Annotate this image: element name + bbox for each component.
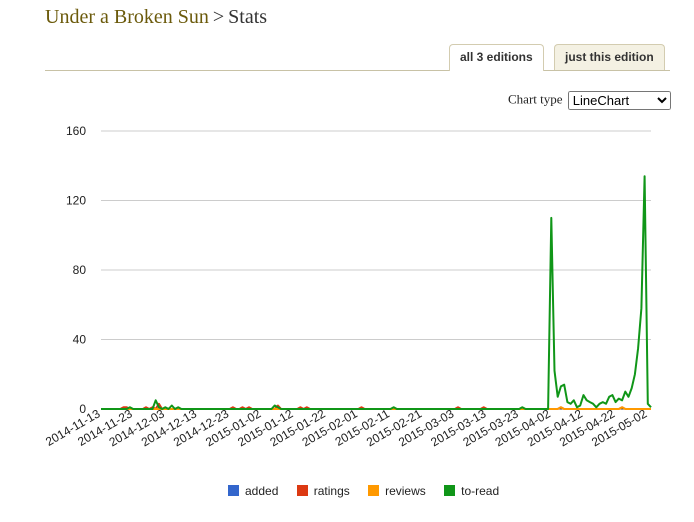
stats-line-chart: 0 40 80 120 160 2014-11-132014-11-232014-12-… xyxy=(43,124,652,449)
chart-series xyxy=(101,175,652,410)
chart-type-control: Chart type LineChart xyxy=(508,91,671,110)
legend-label-reviews: reviews xyxy=(385,484,426,498)
legend-item-to-read[interactable]: to-read xyxy=(444,484,499,498)
y-axis-ticks: 0 40 80 120 160 xyxy=(66,124,86,416)
book-title-link[interactable]: Under a Broken Sun xyxy=(45,6,209,28)
legend-swatch-reviews xyxy=(368,485,380,496)
legend-swatch-added xyxy=(228,485,239,496)
legend-label-to-read: to-read xyxy=(461,484,500,498)
series-line-reviews xyxy=(101,406,651,410)
section-title: Stats xyxy=(228,6,268,28)
tab-this-edition[interactable]: just this edition xyxy=(554,44,665,70)
legend-swatch-ratings xyxy=(296,485,308,496)
tab-all-editions[interactable]: all 3 editions xyxy=(449,44,544,71)
y-tick-label: 40 xyxy=(73,333,87,347)
chart-type-label: Chart type xyxy=(508,91,563,107)
title-separator: > xyxy=(212,6,225,28)
edition-tabs: all 3 editions just this edition xyxy=(45,44,670,71)
legend-swatch-to-read xyxy=(444,485,456,496)
chart-grid xyxy=(101,130,651,410)
y-tick-label: 80 xyxy=(73,263,87,277)
legend-item-added[interactable]: added xyxy=(228,484,278,498)
legend-label-ratings: ratings xyxy=(313,484,350,498)
chart-type-select[interactable]: LineChart xyxy=(567,91,671,110)
y-tick-label: 120 xyxy=(66,194,86,208)
chart-legend: added ratings reviews to-read xyxy=(228,484,514,498)
legend-item-ratings[interactable]: ratings xyxy=(296,484,350,498)
legend-label-added: added xyxy=(245,484,279,498)
y-tick-label: 160 xyxy=(66,124,86,138)
legend-item-reviews[interactable]: reviews xyxy=(368,484,426,498)
y-tick-label: 0 xyxy=(79,402,86,416)
page-title: Under a Broken Sun > Stats xyxy=(45,6,267,29)
series-line-to-read xyxy=(101,175,652,410)
x-axis-ticks: 2014-11-132014-11-232014-12-032014-12-13… xyxy=(43,406,649,449)
